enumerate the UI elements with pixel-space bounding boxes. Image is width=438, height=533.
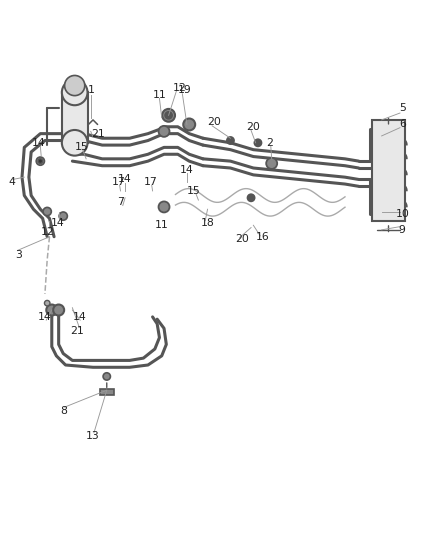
Circle shape	[162, 109, 175, 122]
Circle shape	[59, 212, 67, 220]
Circle shape	[43, 207, 51, 216]
Text: 14: 14	[118, 174, 132, 184]
Text: 18: 18	[201, 218, 215, 228]
Text: 12: 12	[40, 227, 54, 237]
Circle shape	[159, 201, 170, 213]
Text: 20: 20	[247, 122, 260, 132]
Text: 6: 6	[399, 119, 406, 130]
Text: 9: 9	[399, 225, 406, 235]
Circle shape	[53, 304, 64, 316]
Text: 4: 4	[8, 177, 15, 187]
Circle shape	[44, 301, 50, 306]
Circle shape	[36, 157, 44, 165]
Text: 11: 11	[155, 220, 169, 230]
Text: 10: 10	[396, 209, 409, 219]
Text: 11: 11	[152, 90, 166, 100]
Text: 15: 15	[75, 142, 88, 152]
Text: 7: 7	[117, 197, 124, 207]
Text: 16: 16	[256, 232, 269, 242]
Bar	[372, 120, 405, 221]
Circle shape	[183, 118, 195, 131]
Circle shape	[227, 137, 234, 144]
Text: 21: 21	[91, 128, 105, 139]
Text: 3: 3	[15, 250, 22, 260]
Circle shape	[38, 159, 42, 164]
Circle shape	[46, 304, 57, 316]
Text: 14: 14	[72, 312, 86, 322]
Circle shape	[62, 130, 88, 156]
Text: 14: 14	[32, 138, 46, 148]
Text: 2: 2	[266, 138, 273, 148]
Text: 12: 12	[173, 83, 187, 93]
Bar	[100, 389, 113, 395]
Circle shape	[65, 76, 85, 95]
Text: 21: 21	[70, 326, 84, 336]
Circle shape	[266, 158, 277, 169]
Text: 1: 1	[87, 85, 94, 95]
Text: 20: 20	[208, 117, 221, 127]
Circle shape	[159, 126, 170, 137]
Text: 14: 14	[38, 312, 52, 322]
Text: 13: 13	[86, 431, 100, 441]
Text: 19: 19	[178, 85, 191, 95]
Bar	[62, 92, 88, 143]
Text: 17: 17	[143, 177, 157, 187]
Text: 15: 15	[187, 186, 201, 196]
Circle shape	[165, 111, 172, 119]
Text: 17: 17	[111, 177, 125, 187]
Circle shape	[62, 79, 88, 105]
Text: 20: 20	[235, 234, 249, 244]
Text: 5: 5	[399, 103, 406, 114]
Circle shape	[247, 194, 255, 201]
Text: 14: 14	[50, 218, 64, 228]
Text: 8: 8	[60, 406, 67, 416]
Circle shape	[103, 373, 110, 380]
Circle shape	[254, 139, 261, 147]
Text: 14: 14	[180, 165, 194, 175]
